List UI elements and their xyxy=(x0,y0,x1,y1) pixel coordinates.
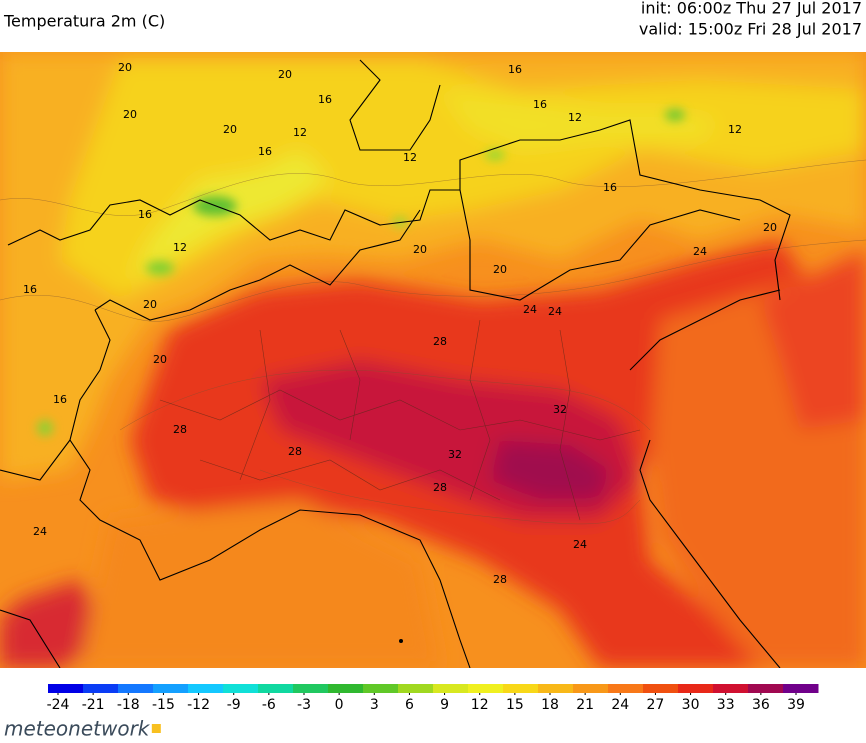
contour-label: 28 xyxy=(433,335,447,348)
contour-label: 24 xyxy=(573,538,587,551)
contour-label: 16 xyxy=(508,63,522,76)
colorbar-cell xyxy=(468,684,504,693)
contour-label: 28 xyxy=(288,445,302,458)
colorbar-tick-label: -12 xyxy=(187,697,210,713)
colorbar-tick-label: -3 xyxy=(297,697,311,713)
colorbar-cell xyxy=(223,684,259,693)
colorbar-tick-label: 3 xyxy=(370,697,379,713)
colorbar-cell xyxy=(363,684,399,693)
temperature-map xyxy=(0,52,866,668)
colorbar-cell xyxy=(643,684,679,693)
colorbar-tick-label: -21 xyxy=(82,697,105,713)
colorbar-tick-label: 24 xyxy=(611,697,629,713)
colorbar: -24 -21 -18 -15 -12 -9 -6 -3 0 3 6 9 12 15 18 21 24 27 30 3… xyxy=(47,684,819,713)
contour-label: 16 xyxy=(53,393,67,406)
contour-label: 20 xyxy=(278,68,292,81)
colorbar-cell xyxy=(433,684,469,693)
contour-label: 16 xyxy=(318,93,332,106)
contour-label: 16 xyxy=(23,283,37,296)
colorbar-tick-label: 9 xyxy=(440,697,449,713)
colorbar-tick-label: 30 xyxy=(682,697,700,713)
logo: meteonetwork xyxy=(4,717,151,740)
contour-label: 20 xyxy=(123,108,137,121)
contour-label: 20 xyxy=(143,298,157,311)
contour-label: 12 xyxy=(568,111,582,124)
colorbar-tick-label: 18 xyxy=(541,697,559,713)
colorbar-tick-label: 0 xyxy=(335,697,344,713)
contour-labels: 20 20 20 20 16 12 16 16 12 20 20 16 16 12 12 24 24 28 32 28… xyxy=(23,61,777,586)
contour-label: 16 xyxy=(258,145,272,158)
contour-label: 20 xyxy=(118,61,132,74)
contour-label: 20 xyxy=(223,123,237,136)
colorbar-tick-label: 21 xyxy=(576,697,594,713)
colorbar-cell xyxy=(328,684,364,693)
colorbar-cell xyxy=(118,684,154,693)
contour-label: 20 xyxy=(153,353,167,366)
colorbar-cell xyxy=(258,684,294,693)
contour-label: 12 xyxy=(293,126,307,139)
contour-label: 24 xyxy=(548,305,562,318)
contour-label: 24 xyxy=(693,245,707,258)
colorbar-tick-label: 39 xyxy=(787,697,805,713)
contour-label: 16 xyxy=(603,181,617,194)
contour-label: 24 xyxy=(33,525,47,538)
colorbar-tick-label: -9 xyxy=(227,697,241,713)
colorbar-tick-label: 36 xyxy=(752,697,770,713)
colorbar-cell xyxy=(398,684,434,693)
colorbar-tick-label: 27 xyxy=(647,697,665,713)
contour-label: 12 xyxy=(403,151,417,164)
contour-label: 20 xyxy=(413,243,427,256)
contour-label: 28 xyxy=(493,573,507,586)
colorbar-tick-label: -24 xyxy=(47,697,70,713)
colorbar-cell xyxy=(713,684,749,693)
colorbar-tick-label: 15 xyxy=(506,697,524,713)
contour-label: 12 xyxy=(173,241,187,254)
contour-label: 32 xyxy=(448,448,462,461)
colorbar-cell xyxy=(538,684,574,693)
title: Temperatura 2m (C) xyxy=(3,12,165,31)
colorbar-tick-label: -18 xyxy=(117,697,140,713)
colorbar-cell xyxy=(83,684,119,693)
logo-square xyxy=(151,724,161,733)
contour-label: 12 xyxy=(728,123,742,136)
contour-label: 20 xyxy=(493,263,507,276)
contour-label: 28 xyxy=(173,423,187,436)
colorbar-cell xyxy=(608,684,644,693)
valid-time: valid: 15:00z Fri 28 Jul 2017 xyxy=(639,20,862,39)
colorbar-cell xyxy=(573,684,609,693)
contour-label: 32 xyxy=(553,403,567,416)
colorbar-cell xyxy=(188,684,224,693)
colorbar-cell xyxy=(48,684,84,693)
colorbar-cell xyxy=(748,684,784,693)
colorbar-tick-label: 12 xyxy=(471,697,489,713)
colorbar-cell xyxy=(153,684,189,693)
colorbar-tick-label: 6 xyxy=(405,697,414,713)
contour-label: 20 xyxy=(763,221,777,234)
colorbar-cell xyxy=(503,684,539,693)
colorbar-cell xyxy=(783,684,819,693)
colorbar-tick-label: 33 xyxy=(717,697,735,713)
contour-label: 16 xyxy=(533,98,547,111)
colorbar-cell xyxy=(678,684,714,693)
init-time: init: 06:00z Thu 27 Jul 2017 xyxy=(641,0,862,18)
colorbar-tick-label: -15 xyxy=(152,697,175,713)
colorbar-tick-label: -6 xyxy=(262,697,276,713)
contour-label: 28 xyxy=(433,481,447,494)
colorbar-cell xyxy=(293,684,329,693)
contour-label: 24 xyxy=(523,303,537,316)
contour-label: 16 xyxy=(138,208,152,221)
